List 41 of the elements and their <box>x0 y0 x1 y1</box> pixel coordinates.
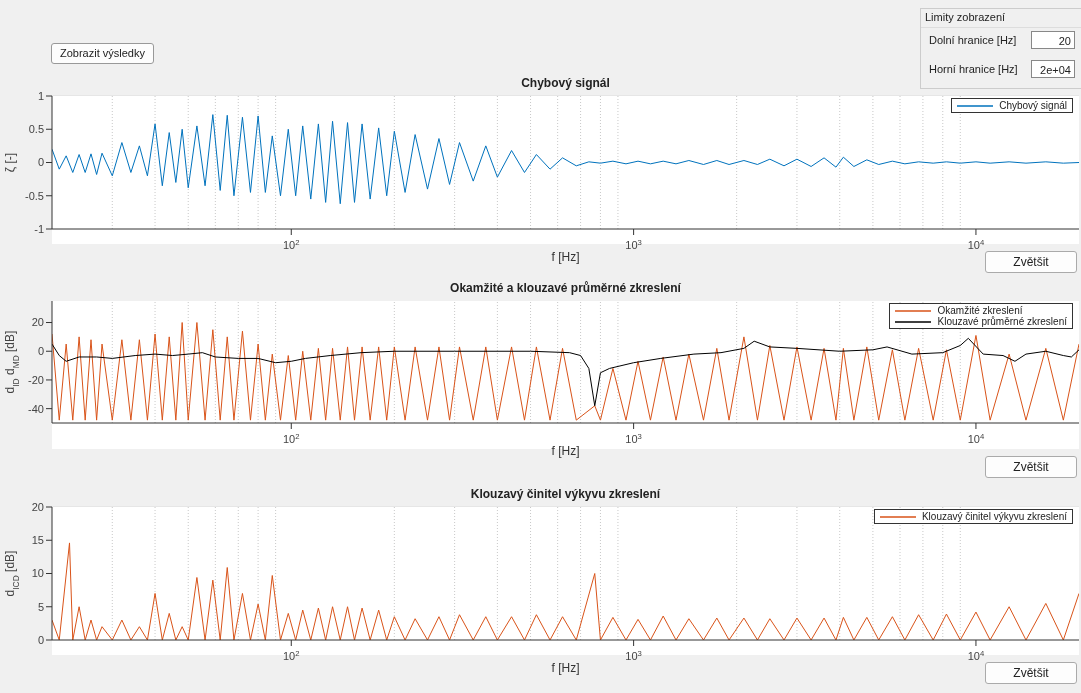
y-tick-label: 10 <box>31 567 44 580</box>
legend-label: Klouzavé průměrné zkreslení <box>937 316 1067 327</box>
chart-title: Chybový signál <box>520 76 611 90</box>
x-tick-label: 10$^{3}$ <box>625 237 642 251</box>
y-tick-label: 20 <box>31 316 44 329</box>
number-field: 20 <box>1031 31 1075 49</box>
y-tick-label: -1 <box>34 222 44 235</box>
show-results-button: Zobrazit výsledky <box>51 43 154 64</box>
x-tick-label: 10$^{4}$ <box>967 237 985 251</box>
y-tick-label: 0 <box>37 633 44 646</box>
x-axis-title: f [Hz] <box>551 661 580 675</box>
x-tick-label: 10$^{4}$ <box>967 648 985 662</box>
y-tick-label: 5 <box>37 600 44 613</box>
y-tick-label: 15 <box>31 534 44 547</box>
x-tick-label: 10$^{2}$ <box>283 648 300 662</box>
y-axis-title: ζ [-] <box>3 152 17 173</box>
limits-panel: Limity zobrazení Dolní hranice [Hz] 20 Horní hranice [Hz] 2e+04 <box>920 8 1081 89</box>
y-tick-label: -40 <box>28 402 44 415</box>
chart-title: Klouzavý činitel výkyvu zkreslení <box>469 487 662 501</box>
x-tick-label: 10$^{4}$ <box>967 431 985 445</box>
x-tick-label: 10$^{2}$ <box>283 431 300 445</box>
y-tick-label: 0 <box>37 345 44 358</box>
zoom-button: Zvětšit <box>985 251 1077 273</box>
legend-label: Chybový signál <box>999 100 1067 111</box>
y-tick-label: 0.5 <box>28 123 44 136</box>
y-tick-label: -0.5 <box>25 189 44 202</box>
x-tick-label: 10$^{3}$ <box>625 431 642 445</box>
zoom-button: Zvětšit <box>985 456 1077 478</box>
y-tick-label: -20 <box>28 373 44 386</box>
legend-label: Okamžité zkreslení <box>937 305 1023 316</box>
x-axis-title: f [Hz] <box>551 444 580 458</box>
x-tick-label: 10$^{3}$ <box>625 648 642 662</box>
x-axis-title: f [Hz] <box>551 250 580 264</box>
y-tick-label: 0 <box>37 156 44 169</box>
chart-title: Okamžité a klouzavé průměrné zkreslení <box>449 281 682 295</box>
legend-label: Klouzavý činitel výkyvu zkreslení <box>921 511 1067 522</box>
x-tick-label: 10$^{2}$ <box>283 237 300 251</box>
y-tick-label: 20 <box>31 500 44 513</box>
zoom-button: Zvětšit <box>985 662 1077 684</box>
number-field: 2e+04 <box>1031 60 1075 78</box>
y-tick-label: 1 <box>37 89 44 102</box>
